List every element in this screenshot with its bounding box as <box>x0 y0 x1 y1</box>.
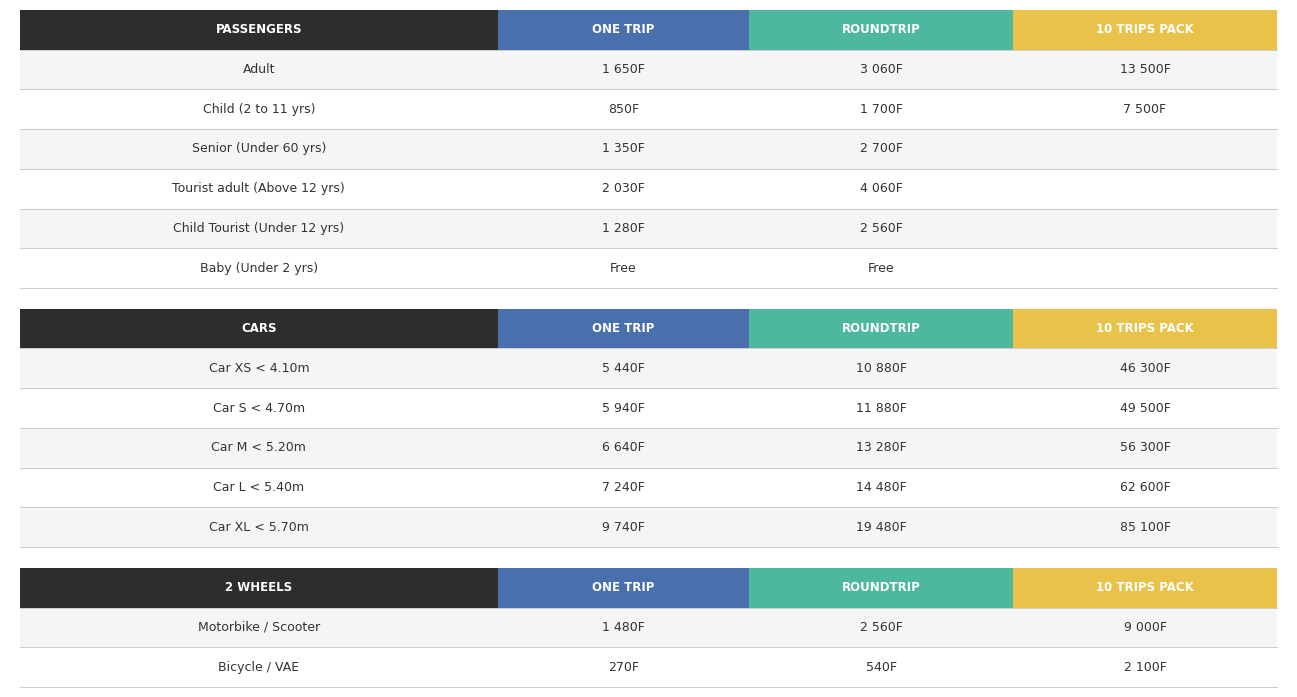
Bar <box>1013 309 1278 348</box>
Text: Car L < 5.40m: Car L < 5.40m <box>213 481 305 494</box>
Text: ONE TRIP: ONE TRIP <box>593 24 655 36</box>
Bar <box>498 10 750 49</box>
Text: 62 600F: 62 600F <box>1119 481 1170 494</box>
Bar <box>750 309 1013 348</box>
Bar <box>19 89 1278 129</box>
Bar <box>19 507 1278 547</box>
Bar <box>19 428 1278 468</box>
Text: 46 300F: 46 300F <box>1119 362 1170 375</box>
Text: 14 480F: 14 480F <box>856 481 907 494</box>
Text: ONE TRIP: ONE TRIP <box>593 581 655 595</box>
Bar <box>19 288 1278 309</box>
Bar <box>19 468 1278 507</box>
Text: Child Tourist (Under 12 yrs): Child Tourist (Under 12 yrs) <box>174 222 345 235</box>
Text: 3 060F: 3 060F <box>860 63 903 76</box>
Text: 1 700F: 1 700F <box>860 102 903 116</box>
Text: 5 440F: 5 440F <box>602 362 645 375</box>
Text: 2 700F: 2 700F <box>860 142 903 155</box>
Text: 2 030F: 2 030F <box>602 182 645 195</box>
Bar <box>19 208 1278 248</box>
Text: Child (2 to 11 yrs): Child (2 to 11 yrs) <box>202 102 315 116</box>
Text: Free: Free <box>868 261 895 275</box>
Bar <box>19 547 1278 568</box>
Bar <box>498 568 750 608</box>
Text: 13 280F: 13 280F <box>856 441 907 454</box>
Bar <box>19 129 1278 169</box>
Text: ROUNDTRIP: ROUNDTRIP <box>842 24 921 36</box>
Text: 10 880F: 10 880F <box>856 362 907 375</box>
Text: CARS: CARS <box>241 322 276 335</box>
Text: Motorbike / Scooter: Motorbike / Scooter <box>197 621 320 634</box>
Text: 1 350F: 1 350F <box>602 142 645 155</box>
Bar <box>19 568 498 608</box>
Bar <box>19 248 1278 288</box>
Text: 6 640F: 6 640F <box>602 441 645 454</box>
Text: PASSENGERS: PASSENGERS <box>215 24 302 36</box>
Text: Senior (Under 60 yrs): Senior (Under 60 yrs) <box>192 142 326 155</box>
Text: 540F: 540F <box>865 661 896 673</box>
Text: 2 100F: 2 100F <box>1123 661 1166 673</box>
Text: 9 740F: 9 740F <box>602 521 645 534</box>
Text: Car XS < 4.10m: Car XS < 4.10m <box>209 362 309 375</box>
Text: 10 TRIPS PACK: 10 TRIPS PACK <box>1096 581 1195 595</box>
Text: 850F: 850F <box>608 102 639 116</box>
Text: 9 000F: 9 000F <box>1123 621 1166 634</box>
Text: 1 280F: 1 280F <box>602 222 645 235</box>
Bar <box>1013 10 1278 49</box>
Text: 49 500F: 49 500F <box>1119 401 1170 415</box>
Bar <box>19 648 1278 687</box>
Text: ONE TRIP: ONE TRIP <box>593 322 655 335</box>
Text: 1 480F: 1 480F <box>602 621 645 634</box>
Text: 7 500F: 7 500F <box>1123 102 1166 116</box>
Text: 19 480F: 19 480F <box>856 521 907 534</box>
Bar <box>19 388 1278 428</box>
Text: 56 300F: 56 300F <box>1119 441 1170 454</box>
Bar <box>19 169 1278 208</box>
Bar <box>19 49 1278 89</box>
Text: Bicycle / VAE: Bicycle / VAE <box>218 661 300 673</box>
Text: 5 940F: 5 940F <box>602 401 645 415</box>
Bar <box>1013 568 1278 608</box>
Bar <box>19 348 1278 388</box>
Text: 11 880F: 11 880F <box>856 401 907 415</box>
Bar <box>750 10 1013 49</box>
Bar <box>750 568 1013 608</box>
Bar <box>19 10 498 49</box>
Text: 10 TRIPS PACK: 10 TRIPS PACK <box>1096 24 1195 36</box>
Text: 2 560F: 2 560F <box>860 621 903 634</box>
Text: Car M < 5.20m: Car M < 5.20m <box>211 441 306 454</box>
Text: Baby (Under 2 yrs): Baby (Under 2 yrs) <box>200 261 318 275</box>
Text: Car S < 4.70m: Car S < 4.70m <box>213 401 305 415</box>
Text: 270F: 270F <box>608 661 639 673</box>
Text: 13 500F: 13 500F <box>1119 63 1170 76</box>
Text: ROUNDTRIP: ROUNDTRIP <box>842 581 921 595</box>
Text: 7 240F: 7 240F <box>602 481 645 494</box>
Text: Free: Free <box>610 261 637 275</box>
Text: Car XL < 5.70m: Car XL < 5.70m <box>209 521 309 534</box>
Bar <box>498 309 750 348</box>
Text: 2 WHEELS: 2 WHEELS <box>226 581 292 595</box>
Text: Adult: Adult <box>243 63 275 76</box>
Text: 4 060F: 4 060F <box>860 182 903 195</box>
Text: ROUNDTRIP: ROUNDTRIP <box>842 322 921 335</box>
Bar <box>19 608 1278 648</box>
Text: Tourist adult (Above 12 yrs): Tourist adult (Above 12 yrs) <box>173 182 345 195</box>
Text: 2 560F: 2 560F <box>860 222 903 235</box>
Text: 85 100F: 85 100F <box>1119 521 1170 534</box>
Text: 10 TRIPS PACK: 10 TRIPS PACK <box>1096 322 1195 335</box>
Bar <box>19 309 498 348</box>
Text: 1 650F: 1 650F <box>602 63 645 76</box>
